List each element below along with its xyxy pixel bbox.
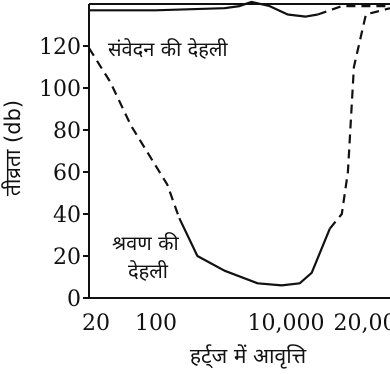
x-axis-title: हर्ट्ज में आवृत्ति bbox=[190, 344, 307, 369]
sensation-threshold-curve bbox=[89, 0, 318, 18]
upper-curve-label: संवेदन की देहली bbox=[108, 37, 228, 61]
y-tick-label: 40 bbox=[53, 203, 81, 228]
y-tick-label: 60 bbox=[53, 161, 81, 186]
y-tick-label: 120 bbox=[39, 35, 81, 60]
y-tick-label: 80 bbox=[53, 119, 81, 144]
x-tick-label: 20 bbox=[82, 311, 110, 336]
y-tick-label: 0 bbox=[67, 287, 81, 312]
hearing-threshold-curve-dashed-right bbox=[328, 7, 390, 230]
sensation-threshold-curve-dashed bbox=[317, 4, 390, 16]
x-tick-label: 100 bbox=[135, 311, 177, 336]
lower-curve-label-line2: देहली bbox=[128, 259, 169, 283]
lower-curve-label-line1: श्रवण की bbox=[112, 231, 179, 255]
y-axis-title: तीव्रता (db) bbox=[1, 100, 25, 196]
chart-curves bbox=[88, 0, 390, 287]
hearing-threshold-curve-dashed-left bbox=[88, 47, 181, 219]
y-ticks: 0 20 40 60 80 100 120 bbox=[39, 35, 89, 312]
x-tick-label: 20,000 bbox=[334, 311, 390, 336]
y-tick-label: 100 bbox=[39, 77, 81, 102]
y-tick-label: 20 bbox=[53, 245, 81, 270]
hearing-threshold-curve bbox=[178, 217, 331, 287]
x-tick-label: 10,000 bbox=[248, 311, 325, 336]
x-tick-labels: 20 100 10,000 20,000 bbox=[82, 311, 390, 336]
chart-axes bbox=[88, 3, 390, 299]
